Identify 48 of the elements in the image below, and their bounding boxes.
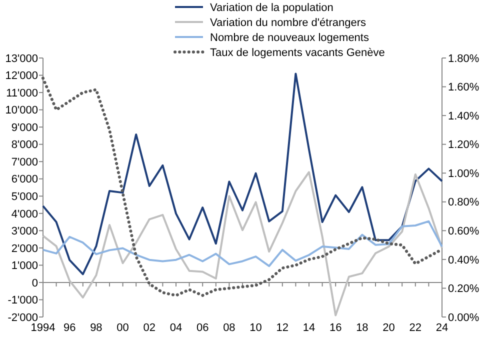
x-tick-label: 1994 xyxy=(30,322,56,334)
x-tick-label: 14 xyxy=(302,322,316,334)
y-tick-label: 5'000 xyxy=(11,190,38,203)
x-tick-label: 16 xyxy=(329,322,342,334)
y2-tick-label: 0.40% xyxy=(448,254,480,266)
y-tick-label: 1'000 xyxy=(11,260,38,272)
line-series xyxy=(42,220,443,268)
y-tick-label: 13'000 xyxy=(5,52,38,65)
x-tick-label: 98 xyxy=(90,322,102,334)
x-tick-label: 10 xyxy=(250,322,262,334)
y-tick-label: 0 xyxy=(32,277,38,290)
y2-tick-label: 1.80% xyxy=(448,52,480,65)
x-tick-label: 12 xyxy=(276,322,289,334)
y-tick-label: -2'000 xyxy=(8,312,38,324)
x-tick-label: 04 xyxy=(170,322,182,334)
legend-label: Variation de la population xyxy=(210,2,334,14)
y2-tick-label: 0.60% xyxy=(448,226,480,238)
line-series xyxy=(42,171,443,316)
x-tick-label: 08 xyxy=(223,322,236,334)
x-tick-label: 20 xyxy=(382,322,395,334)
y-tick-label: 10'000 xyxy=(5,104,38,117)
y2-tick-label: 1.00% xyxy=(448,168,480,180)
x-tick-label: 22 xyxy=(409,322,422,334)
y2-tick-label: 0.20% xyxy=(448,283,480,296)
y2-tick-label: 0.00% xyxy=(448,312,480,324)
y-tick-label: 9'000 xyxy=(11,122,38,134)
x-tick-label: 00 xyxy=(116,322,129,334)
x-tick-label: 02 xyxy=(143,322,156,334)
y-tick-label: 4'000 xyxy=(11,208,38,220)
legend-label: Nombre de nouveaux logements xyxy=(210,32,370,44)
legend-label: Taux de logements vacants Genève xyxy=(210,46,385,59)
y-tick-label: 8'000 xyxy=(11,139,38,152)
y-tick-label: 7'000 xyxy=(11,156,38,168)
y-tick-label: 11'000 xyxy=(6,87,38,100)
y-tick-label: 12'000 xyxy=(5,70,38,82)
y-tick-label: 3'000 xyxy=(11,226,38,238)
y2-tick-label: 1.20% xyxy=(448,139,480,152)
legend-label: Variation du nombre d'étrangers xyxy=(210,16,366,29)
y2-tick-label: 1.60% xyxy=(448,82,480,94)
x-tick-label: 06 xyxy=(196,322,209,334)
y2-tick-label: 0.80% xyxy=(448,196,480,209)
y2-tick-label: 1.40% xyxy=(448,110,480,122)
y-tick-label: -1'000 xyxy=(8,294,38,307)
y-tick-label: 2'000 xyxy=(11,242,38,255)
x-tick-label: 18 xyxy=(356,322,368,334)
y-tick-label: 6'000 xyxy=(11,174,38,186)
x-tick-label: 24 xyxy=(436,322,448,334)
x-tick-label: 96 xyxy=(63,322,76,334)
